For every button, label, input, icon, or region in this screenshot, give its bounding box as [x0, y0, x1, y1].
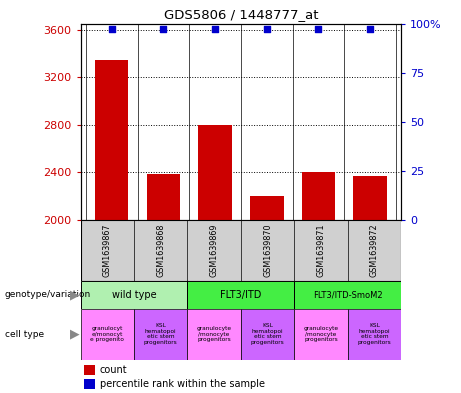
- Text: FLT3/ITD-SmoM2: FLT3/ITD-SmoM2: [313, 290, 383, 299]
- Text: GSM1639871: GSM1639871: [316, 224, 325, 277]
- Bar: [198, 125, 232, 393]
- Point: [160, 26, 167, 33]
- Text: GSM1639867: GSM1639867: [103, 224, 112, 277]
- Text: cell type: cell type: [5, 330, 44, 338]
- Bar: [294, 281, 401, 309]
- Point: [108, 26, 115, 33]
- Text: ▶: ▶: [71, 327, 80, 341]
- Text: percentile rank within the sample: percentile rank within the sample: [100, 379, 265, 389]
- Bar: [353, 176, 387, 393]
- Text: KSL
hematopoi
etic stem
progenitors: KSL hematopoi etic stem progenitors: [357, 323, 391, 345]
- Bar: [250, 196, 284, 393]
- Text: granulocyte
/monocyte
progenitors: granulocyte /monocyte progenitors: [196, 326, 232, 342]
- Bar: [188, 281, 294, 309]
- Text: GSM1639868: GSM1639868: [156, 224, 165, 277]
- Text: genotype/variation: genotype/variation: [5, 290, 91, 299]
- Title: GDS5806 / 1448777_at: GDS5806 / 1448777_at: [164, 8, 318, 21]
- Text: GSM1639869: GSM1639869: [210, 224, 219, 277]
- Text: GSM1639870: GSM1639870: [263, 224, 272, 277]
- Text: KSL
hematopoi
etic stem
progenitors: KSL hematopoi etic stem progenitors: [144, 323, 177, 345]
- Bar: [348, 309, 401, 360]
- Bar: [81, 309, 134, 360]
- Text: KSL
hematopoi
etic stem
progenitors: KSL hematopoi etic stem progenitors: [251, 323, 284, 345]
- Bar: [147, 174, 180, 393]
- Bar: [301, 173, 335, 393]
- Point: [315, 26, 322, 33]
- Bar: [134, 309, 188, 360]
- Bar: [84, 365, 95, 375]
- Point: [263, 26, 271, 33]
- Text: FLT3/ITD: FLT3/ITD: [220, 290, 261, 300]
- Bar: [188, 309, 241, 360]
- Text: wild type: wild type: [112, 290, 156, 300]
- Point: [366, 26, 374, 33]
- Bar: [241, 309, 294, 360]
- Bar: [84, 379, 95, 389]
- Text: ▶: ▶: [71, 288, 80, 301]
- Point: [211, 26, 219, 33]
- Bar: [294, 309, 348, 360]
- Text: granulocyt
e/monocyt
e progenito: granulocyt e/monocyt e progenito: [90, 326, 124, 342]
- Bar: [81, 281, 188, 309]
- Bar: [95, 61, 129, 393]
- Text: GSM1639872: GSM1639872: [370, 224, 379, 277]
- Text: count: count: [100, 365, 128, 375]
- Text: granulocyte
/monocyte
progenitors: granulocyte /monocyte progenitors: [303, 326, 338, 342]
